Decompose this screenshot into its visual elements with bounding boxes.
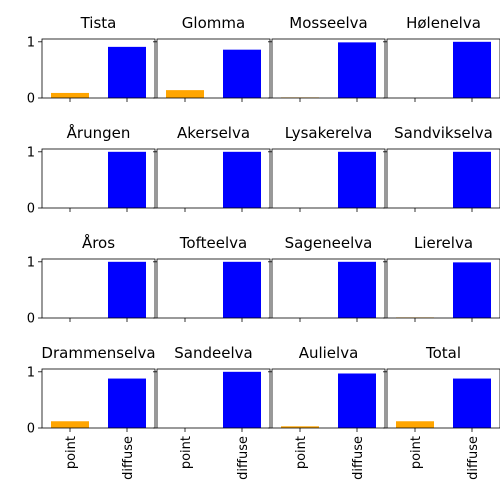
bar-point bbox=[281, 426, 319, 428]
panel-2: Glomma bbox=[153, 14, 271, 102]
axes-frame bbox=[41, 258, 156, 319]
bar-point bbox=[396, 421, 434, 428]
panel-16: Total point diffuse bbox=[383, 344, 500, 480]
axes-frame bbox=[156, 368, 271, 429]
bar-diffuse bbox=[108, 151, 146, 208]
axes-frame bbox=[41, 148, 156, 209]
bar-diffuse bbox=[338, 42, 376, 98]
bar-diffuse bbox=[108, 261, 146, 318]
axes-frame bbox=[271, 148, 386, 209]
bar-point bbox=[51, 92, 89, 98]
panel-8: Sandvikselva bbox=[383, 124, 500, 212]
bar-diffuse bbox=[338, 261, 376, 318]
panel-3: Mosseelva bbox=[268, 14, 386, 102]
bar-diffuse bbox=[223, 151, 261, 208]
axes-frame bbox=[271, 368, 386, 429]
bar-diffuse bbox=[338, 373, 376, 428]
bar-diffuse bbox=[223, 371, 261, 428]
panel-7: Lysakerelva bbox=[268, 124, 386, 212]
panel-title: Total bbox=[425, 344, 461, 362]
bar-diffuse bbox=[453, 151, 491, 208]
bar-diffuse bbox=[453, 41, 491, 98]
x-tick-label: diffuse bbox=[236, 436, 251, 480]
axes-frame bbox=[156, 38, 271, 99]
panel-13: Drammenselva 0 1 point diffuse bbox=[27, 344, 156, 480]
y-tick-label: 1 bbox=[27, 255, 35, 270]
panel-title: Tofteelva bbox=[179, 234, 247, 252]
panel-title: Mosseelva bbox=[289, 14, 367, 32]
panel-4: Hølenelva bbox=[383, 14, 500, 102]
panel-11: Sageneelva bbox=[268, 234, 386, 322]
x-tick-label: point bbox=[294, 436, 309, 469]
panel-title: Drammenselva bbox=[41, 344, 155, 362]
panel-title: Årungen bbox=[67, 123, 131, 142]
x-tick-label: diffuse bbox=[351, 436, 366, 480]
y-tick-label: 1 bbox=[27, 35, 35, 50]
x-tick-label: point bbox=[179, 436, 194, 469]
bar-diffuse bbox=[108, 46, 146, 98]
panel-title: Sageneelva bbox=[285, 234, 373, 252]
x-tick-label: point bbox=[409, 436, 424, 469]
panel-5: Årungen 0 1 bbox=[27, 123, 156, 217]
y-tick-label: 0 bbox=[27, 422, 35, 437]
axes-frame bbox=[41, 368, 156, 429]
panel-title: Sandvikselva bbox=[394, 124, 493, 142]
x-tick-label: diffuse bbox=[466, 436, 481, 480]
y-tick-label: 0 bbox=[27, 92, 35, 107]
bar-point bbox=[51, 421, 89, 428]
panel-title: Aulielva bbox=[299, 344, 359, 362]
axes-frame bbox=[386, 38, 500, 99]
panel-14: Sandeelva point diffuse bbox=[153, 344, 271, 480]
axes-frame bbox=[156, 148, 271, 209]
panel-title: Hølenelva bbox=[406, 14, 481, 32]
panel-title: Glomma bbox=[182, 14, 245, 32]
panel-title: Sandeelva bbox=[174, 344, 252, 362]
axes-frame bbox=[386, 368, 500, 429]
bar-diffuse bbox=[453, 262, 491, 318]
panel-title: Tista bbox=[80, 14, 117, 32]
axes-frame bbox=[41, 38, 156, 99]
axes-frame bbox=[271, 38, 386, 99]
y-tick-label: 0 bbox=[27, 312, 35, 327]
axes-frame bbox=[386, 148, 500, 209]
panel-title: Åros bbox=[82, 233, 115, 252]
bar-diffuse bbox=[338, 151, 376, 208]
x-tick-label: diffuse bbox=[121, 436, 136, 480]
bar-diffuse bbox=[223, 261, 261, 318]
bar-diffuse bbox=[108, 378, 146, 428]
panel-1: Tista 0 1 bbox=[27, 14, 156, 107]
panel-title: Akerselva bbox=[177, 124, 250, 142]
axes-frame bbox=[156, 258, 271, 319]
panel-10: Tofteelva bbox=[153, 234, 271, 322]
bar-point bbox=[166, 90, 204, 98]
panel-6: Akerselva bbox=[153, 124, 271, 212]
axes-frame bbox=[271, 258, 386, 319]
bar-diffuse bbox=[453, 378, 491, 428]
panel-title: Lierelva bbox=[414, 234, 473, 252]
bar-diffuse bbox=[223, 49, 261, 98]
y-tick-label: 0 bbox=[27, 202, 35, 217]
panel-12: Lierelva bbox=[383, 234, 500, 322]
y-tick-label: 1 bbox=[27, 365, 35, 380]
y-tick-label: 1 bbox=[27, 145, 35, 160]
x-tick-label: point bbox=[64, 436, 79, 469]
panel-9: Åros 0 1 bbox=[27, 233, 156, 327]
panel-15: Aulielva point diffuse bbox=[268, 344, 386, 480]
panel-title: Lysakerelva bbox=[285, 124, 373, 142]
axes-frame bbox=[386, 258, 500, 319]
